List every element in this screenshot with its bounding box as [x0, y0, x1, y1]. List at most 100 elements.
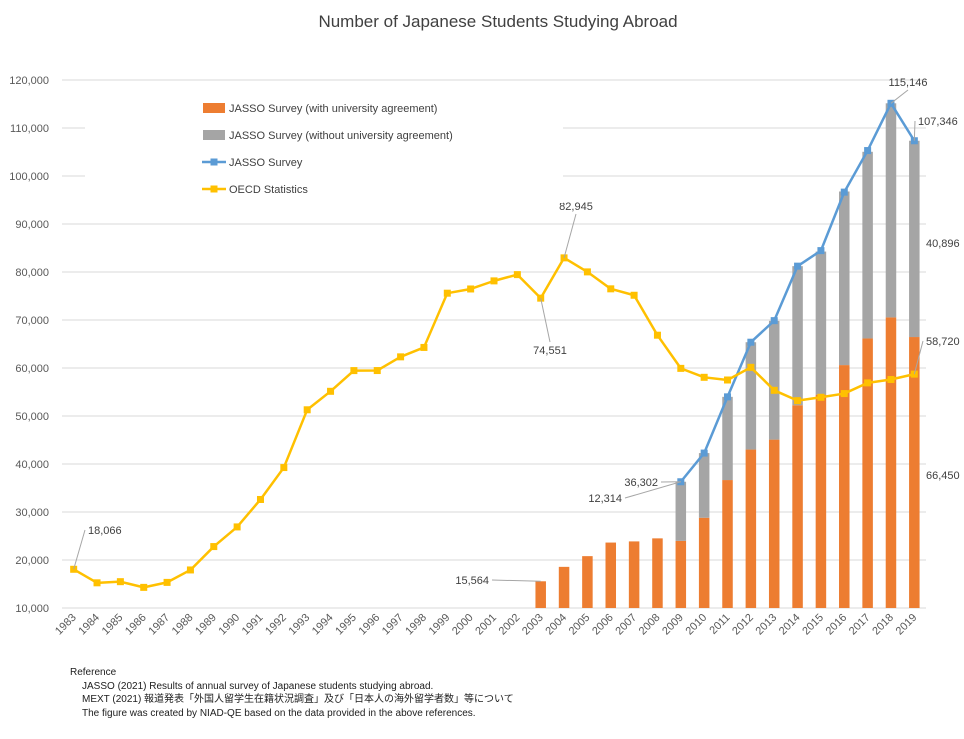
legend-label: OECD Statistics: [229, 184, 308, 196]
bar-jasso-survey-with-university-agreement: [675, 540, 687, 608]
y-tick-label: 100,000: [9, 171, 49, 183]
x-tick-label: 2005: [567, 612, 593, 638]
y-tick-label: 120,000: [9, 75, 49, 87]
x-tick-label: 2012: [730, 612, 756, 638]
x-tick-label: 1990: [216, 612, 242, 638]
point-oecd-statistics: [350, 367, 358, 375]
x-tick-label: 2014: [777, 612, 803, 638]
point-jasso-survey: [724, 393, 732, 401]
point-oecd-statistics: [397, 353, 405, 361]
y-tick-label: 80,000: [15, 267, 49, 279]
bar-jasso-survey-without-university-agreement: [839, 191, 850, 366]
y-tick-label: 70,000: [15, 315, 49, 327]
bar-jasso-survey-without-university-agreement: [792, 266, 803, 406]
bar-jasso-survey-with-university-agreement: [582, 556, 593, 608]
bar-jasso-survey-with-university-agreement: [909, 337, 920, 608]
bar-jasso-survey-with-university-agreement: [792, 405, 803, 608]
x-tick-label: 1987: [146, 612, 172, 638]
point-oecd-statistics: [700, 373, 708, 381]
bar-jasso-survey-without-university-agreement: [675, 481, 687, 541]
legend-marker-oecd-statistics: [210, 185, 218, 193]
y-tick-label: 20,000: [15, 555, 49, 567]
x-tick-label: 2018: [870, 612, 896, 638]
point-jasso-survey: [864, 147, 872, 155]
point-oecd-statistics: [93, 579, 101, 587]
point-oecd-statistics: [864, 379, 872, 387]
bar-jasso-survey-without-university-agreement: [768, 320, 780, 440]
point-oecd-statistics: [443, 289, 451, 297]
x-tick-label: 1989: [193, 612, 219, 638]
bar-series: [535, 103, 920, 608]
point-oecd-statistics: [210, 543, 218, 551]
point-jasso-survey: [700, 449, 708, 457]
annotation-label: 107,346: [918, 116, 958, 128]
point-oecd-statistics: [420, 343, 428, 351]
references: Reference JASSO (2021) Results of annual…: [70, 666, 514, 720]
line-oecd-statistics: [73, 256, 915, 589]
point-oecd-statistics: [280, 464, 288, 472]
annotation-leader: [913, 120, 916, 141]
legend-label: JASSO Survey: [229, 157, 303, 169]
x-tick-label: 2015: [800, 612, 826, 638]
x-tick-label: 1999: [427, 612, 453, 638]
x-tick-label: 2001: [473, 612, 499, 638]
point-oecd-statistics: [770, 386, 778, 394]
legend-label: JASSO Survey (with university agreement): [229, 103, 437, 115]
bar-jasso-survey-without-university-agreement: [885, 103, 897, 318]
annotation-leader: [624, 481, 681, 499]
reference-line-1: JASSO (2021) Results of annual survey of…: [82, 680, 434, 692]
x-tick-label: 1994: [310, 612, 336, 638]
point-oecd-statistics: [140, 583, 148, 591]
x-tick-label: 2000: [450, 612, 476, 638]
annotation-leader: [73, 529, 86, 570]
annotation-leader: [540, 298, 551, 343]
point-oecd-statistics: [747, 363, 755, 371]
bar-jasso-survey-without-university-agreement: [815, 251, 827, 395]
point-oecd-statistics: [116, 578, 124, 586]
point-jasso-survey: [794, 262, 802, 270]
annotation-label: 66,450: [926, 470, 960, 482]
bar-jasso-survey-with-university-agreement: [745, 449, 757, 608]
bar-jasso-survey-with-university-agreement: [815, 394, 827, 608]
y-axis: 10,000 20,000 30,000 40,000 50,000 60,000 70,0…: [9, 75, 49, 615]
legend-swatch-jasso-survey-with-university-agreement: [203, 103, 225, 113]
legend: JASSO Survey (with university agreement)…: [85, 93, 563, 203]
point-jasso-survey: [747, 338, 755, 346]
x-tick-label: 1984: [76, 612, 102, 638]
annotation-label: 15,564: [455, 575, 489, 587]
point-oecd-statistics: [583, 268, 591, 276]
x-tick-label: 1988: [170, 612, 196, 638]
point-oecd-statistics: [677, 364, 685, 372]
annotation-label: 115,146: [889, 77, 928, 89]
bar-jasso-survey-without-university-agreement: [745, 342, 757, 450]
point-oecd-statistics: [186, 566, 194, 574]
annotation-label: 58,720: [926, 336, 960, 348]
y-tick-label: 60,000: [15, 363, 49, 375]
annotation-leader: [491, 579, 541, 582]
bar-jasso-survey-without-university-agreement: [698, 453, 710, 518]
bar-jasso-survey-with-university-agreement: [885, 317, 897, 608]
point-oecd-statistics: [303, 406, 311, 414]
x-tick-label: 1995: [333, 612, 359, 638]
annotation-label: 18,066: [88, 525, 122, 537]
point-oecd-statistics: [490, 277, 498, 285]
point-oecd-statistics: [887, 376, 895, 384]
x-tick-label: 2008: [637, 612, 663, 638]
point-jasso-survey: [840, 188, 848, 196]
y-tick-label: 90,000: [15, 219, 49, 231]
bar-jasso-survey-with-university-agreement: [862, 338, 873, 608]
bar-jasso-survey-with-university-agreement: [558, 566, 570, 608]
bar-jasso-survey-with-university-agreement: [652, 538, 663, 608]
x-tick-label: 1985: [100, 612, 126, 638]
x-tick-label: 2002: [497, 612, 523, 638]
x-tick-label: 1991: [240, 612, 266, 638]
x-tick-label: 2009: [660, 612, 686, 638]
point-oecd-statistics: [607, 285, 615, 293]
bar-jasso-survey-with-university-agreement: [722, 480, 733, 608]
x-tick-label: 2016: [824, 612, 850, 638]
x-tick-label: 2004: [543, 612, 569, 638]
point-oecd-statistics: [513, 271, 521, 279]
bar-jasso-survey-with-university-agreement: [839, 365, 850, 608]
bar-jasso-survey-without-university-agreement: [722, 396, 733, 481]
point-oecd-statistics: [233, 523, 241, 531]
